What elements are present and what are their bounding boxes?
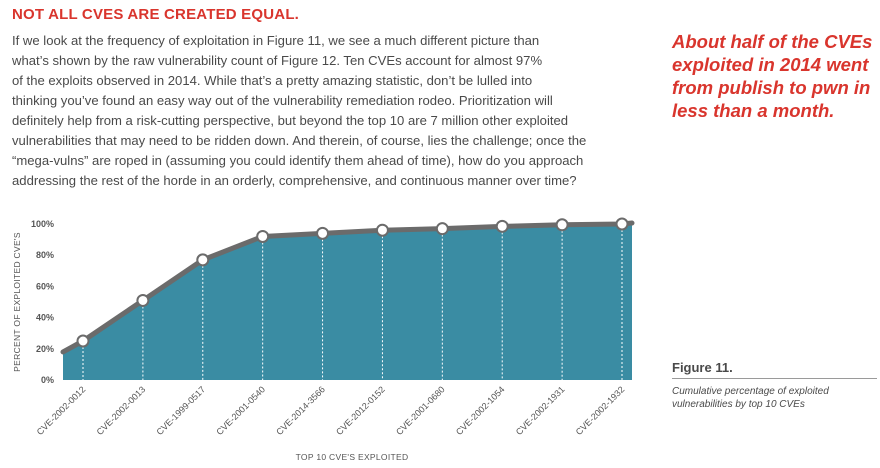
- data-point: [196, 253, 210, 267]
- body-line: “mega-vulns” are roped in (assuming you …: [12, 153, 584, 168]
- figure-caption: Cumulative percentage of exploited vulne…: [672, 386, 829, 410]
- x-axis-title: TOP 10 CVE'S EXPLOITED: [296, 452, 409, 462]
- body-line: definitely help from a risk-cutting pers…: [12, 113, 569, 128]
- x-tick-label: CVE-2002-0012: [35, 384, 88, 437]
- x-tick-label: CVE-2002-1054: [454, 384, 507, 437]
- x-tick-label: CVE-2012-0152: [334, 384, 387, 437]
- data-point: [615, 217, 629, 231]
- body-line: addressing the rest of the horde in an o…: [12, 173, 577, 188]
- pull-quote: About half of the CVEs exploited in 2014…: [672, 31, 873, 121]
- y-tick-label: 60%: [36, 281, 54, 291]
- data-point: [435, 222, 449, 236]
- data-point: [76, 334, 90, 348]
- series-line: [60, 220, 635, 355]
- x-tick-label: CVE-1999-0517: [154, 384, 207, 437]
- y-tick-label: 80%: [36, 250, 54, 260]
- y-axis-title: PERCENT OF EXPLOITED CVE'S: [12, 232, 22, 372]
- figure-divider: [672, 378, 877, 379]
- x-tick-label: CVE-2001-0540: [214, 384, 267, 437]
- body-line: thinking you’ve found an easy way out of…: [12, 93, 553, 108]
- x-tick-label: CVE-2001-0680: [394, 384, 447, 437]
- data-point: [375, 223, 389, 237]
- body-line: vulnerabilities that may need to be ridd…: [12, 133, 587, 148]
- body-paragraph: If we look at the frequency of exploitat…: [12, 31, 637, 191]
- y-tick-label: 0%: [41, 375, 54, 385]
- x-tick-label: CVE-2014-3566: [274, 384, 327, 437]
- body-line: If we look at the frequency of exploitat…: [12, 33, 540, 48]
- figure-label: Figure 11.: [672, 360, 733, 375]
- data-point: [555, 218, 569, 232]
- y-tick-label: 20%: [36, 344, 54, 354]
- body-line: what’s shown by the raw vulnerability co…: [12, 53, 543, 68]
- section-heading: NOT ALL CVES ARE CREATED EQUAL.: [12, 6, 300, 23]
- body-line: of the exploits observed in 2014. While …: [12, 73, 533, 88]
- x-tick-label: CVE-2002-0013: [95, 384, 148, 437]
- y-tick-label: 40%: [36, 313, 54, 323]
- x-tick-label: CVE-2002-1932: [574, 384, 627, 437]
- cumulative-exploit-chart: 0%20%40%60%80%100% CVE-2002-0012 CVE-2002…: [12, 217, 635, 462]
- data-point: [136, 293, 150, 307]
- y-tick-label: 100%: [31, 219, 54, 229]
- data-point: [495, 219, 509, 233]
- data-point: [316, 226, 330, 240]
- x-tick-label: CVE-2002-1931: [514, 384, 567, 437]
- data-point: [256, 229, 270, 243]
